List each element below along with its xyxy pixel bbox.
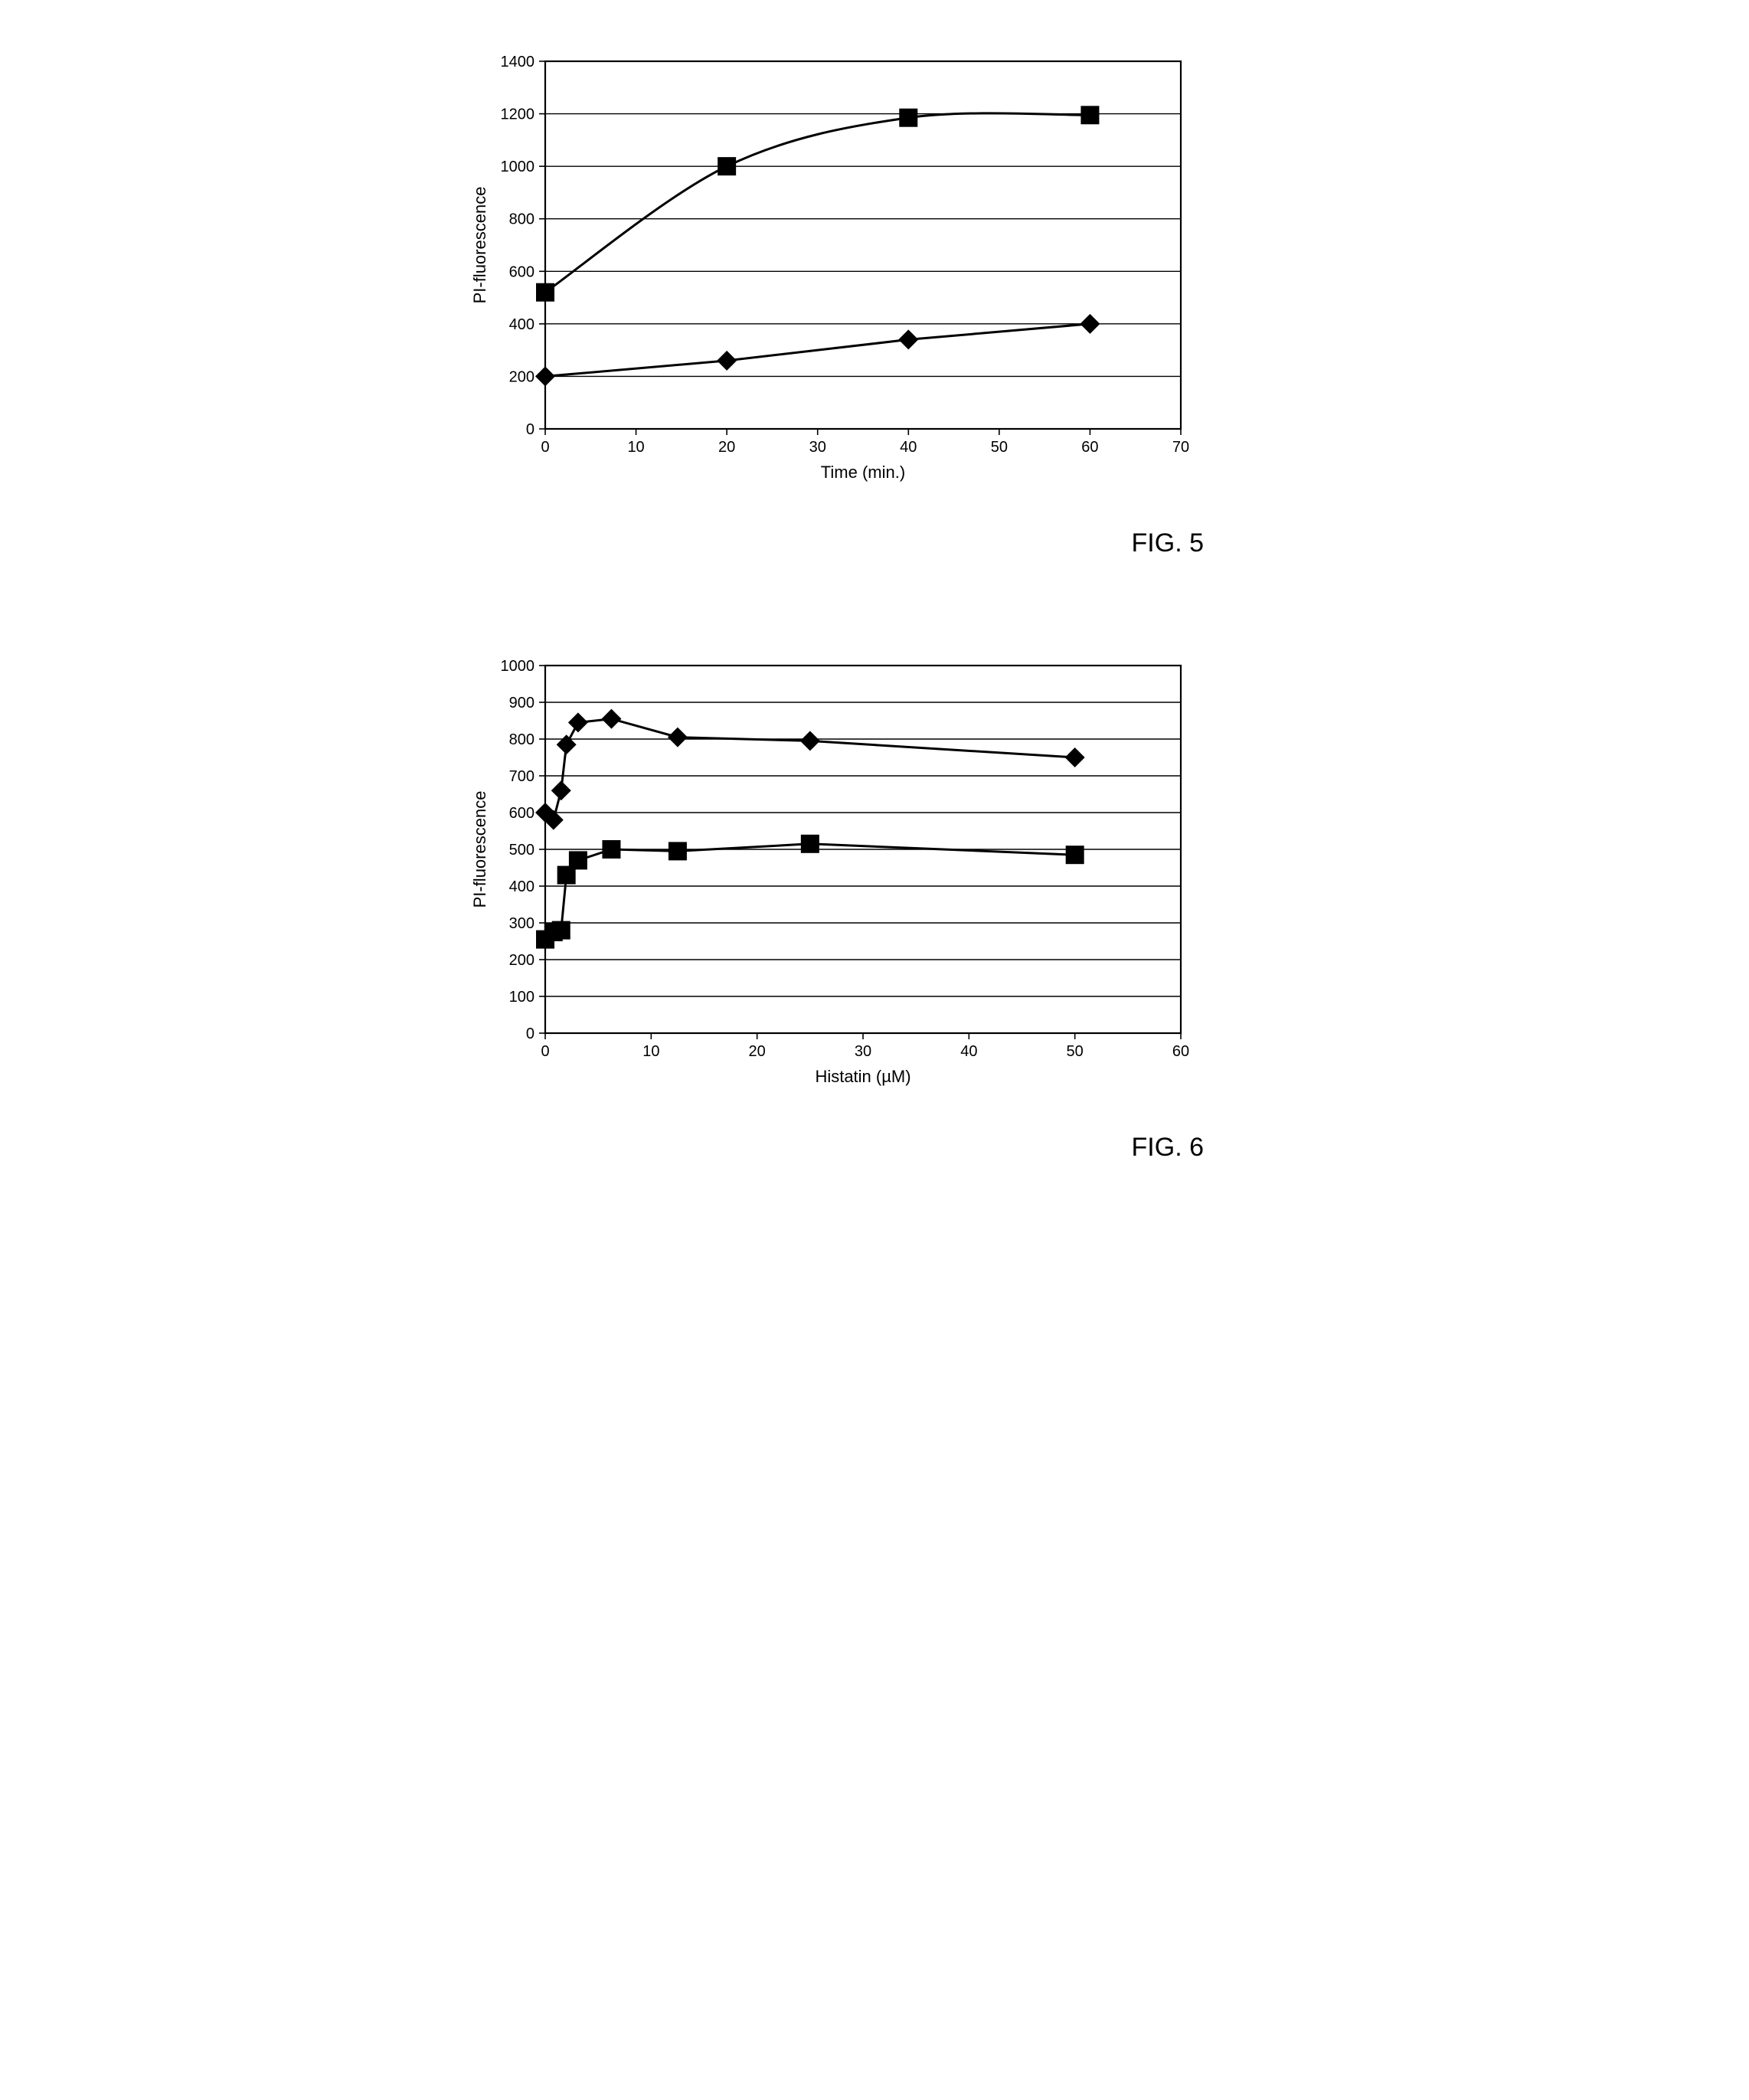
fig5-caption: FIG. 5 <box>453 528 1296 558</box>
svg-text:500: 500 <box>509 842 535 859</box>
svg-text:PI-fluorescence: PI-fluorescence <box>470 187 489 304</box>
svg-text:1400: 1400 <box>501 54 535 70</box>
fig6-chart: 0 100 200 300 400 500 600 700 800 900 1000 0 10 20 30 4… <box>453 650 1204 1094</box>
svg-text:400: 400 <box>509 878 535 895</box>
svg-text:70: 70 <box>1172 439 1189 456</box>
svg-text:400: 400 <box>509 316 535 333</box>
svg-text:20: 20 <box>718 439 735 456</box>
fig6-caption: FIG. 6 <box>453 1133 1296 1163</box>
figure-6: 0 100 200 300 400 500 600 700 800 900 1000 0 10 20 30 4… <box>453 650 1296 1163</box>
svg-text:300: 300 <box>509 915 535 932</box>
svg-text:PI-fluorescence: PI-fluorescence <box>470 791 489 908</box>
svg-text:800: 800 <box>509 731 535 748</box>
svg-text:100: 100 <box>509 989 535 1006</box>
svg-text:30: 30 <box>855 1043 871 1060</box>
svg-text:0: 0 <box>526 1025 535 1042</box>
svg-text:700: 700 <box>509 768 535 785</box>
svg-text:50: 50 <box>1067 1043 1084 1060</box>
svg-text:60: 60 <box>1081 439 1098 456</box>
svg-text:0: 0 <box>541 439 549 456</box>
svg-text:20: 20 <box>749 1043 766 1060</box>
svg-text:50: 50 <box>991 439 1008 456</box>
svg-text:800: 800 <box>509 211 535 228</box>
svg-text:40: 40 <box>900 439 917 456</box>
figure-5: 0 200 400 600 800 1000 1200 1400 0 10 20 30 40 50 60 70… <box>453 46 1296 558</box>
svg-text:600: 600 <box>509 263 535 280</box>
svg-text:Histatin (µM): Histatin (µM) <box>815 1067 910 1086</box>
svg-text:900: 900 <box>509 695 535 711</box>
svg-text:10: 10 <box>642 1043 659 1060</box>
svg-text:10: 10 <box>627 439 644 456</box>
svg-text:30: 30 <box>809 439 826 456</box>
svg-text:0: 0 <box>541 1043 549 1060</box>
svg-text:200: 200 <box>509 368 535 385</box>
svg-text:1000: 1000 <box>501 159 535 175</box>
svg-text:0: 0 <box>526 421 535 438</box>
svg-text:1200: 1200 <box>501 106 535 123</box>
svg-text:600: 600 <box>509 805 535 822</box>
fig5-chart: 0 200 400 600 800 1000 1200 1400 0 10 20 30 40 50 60 70… <box>453 46 1204 490</box>
svg-text:200: 200 <box>509 952 535 969</box>
svg-text:1000: 1000 <box>501 658 535 675</box>
svg-text:60: 60 <box>1172 1043 1189 1060</box>
svg-text:Time (min.): Time (min.) <box>821 463 905 482</box>
svg-text:40: 40 <box>960 1043 977 1060</box>
